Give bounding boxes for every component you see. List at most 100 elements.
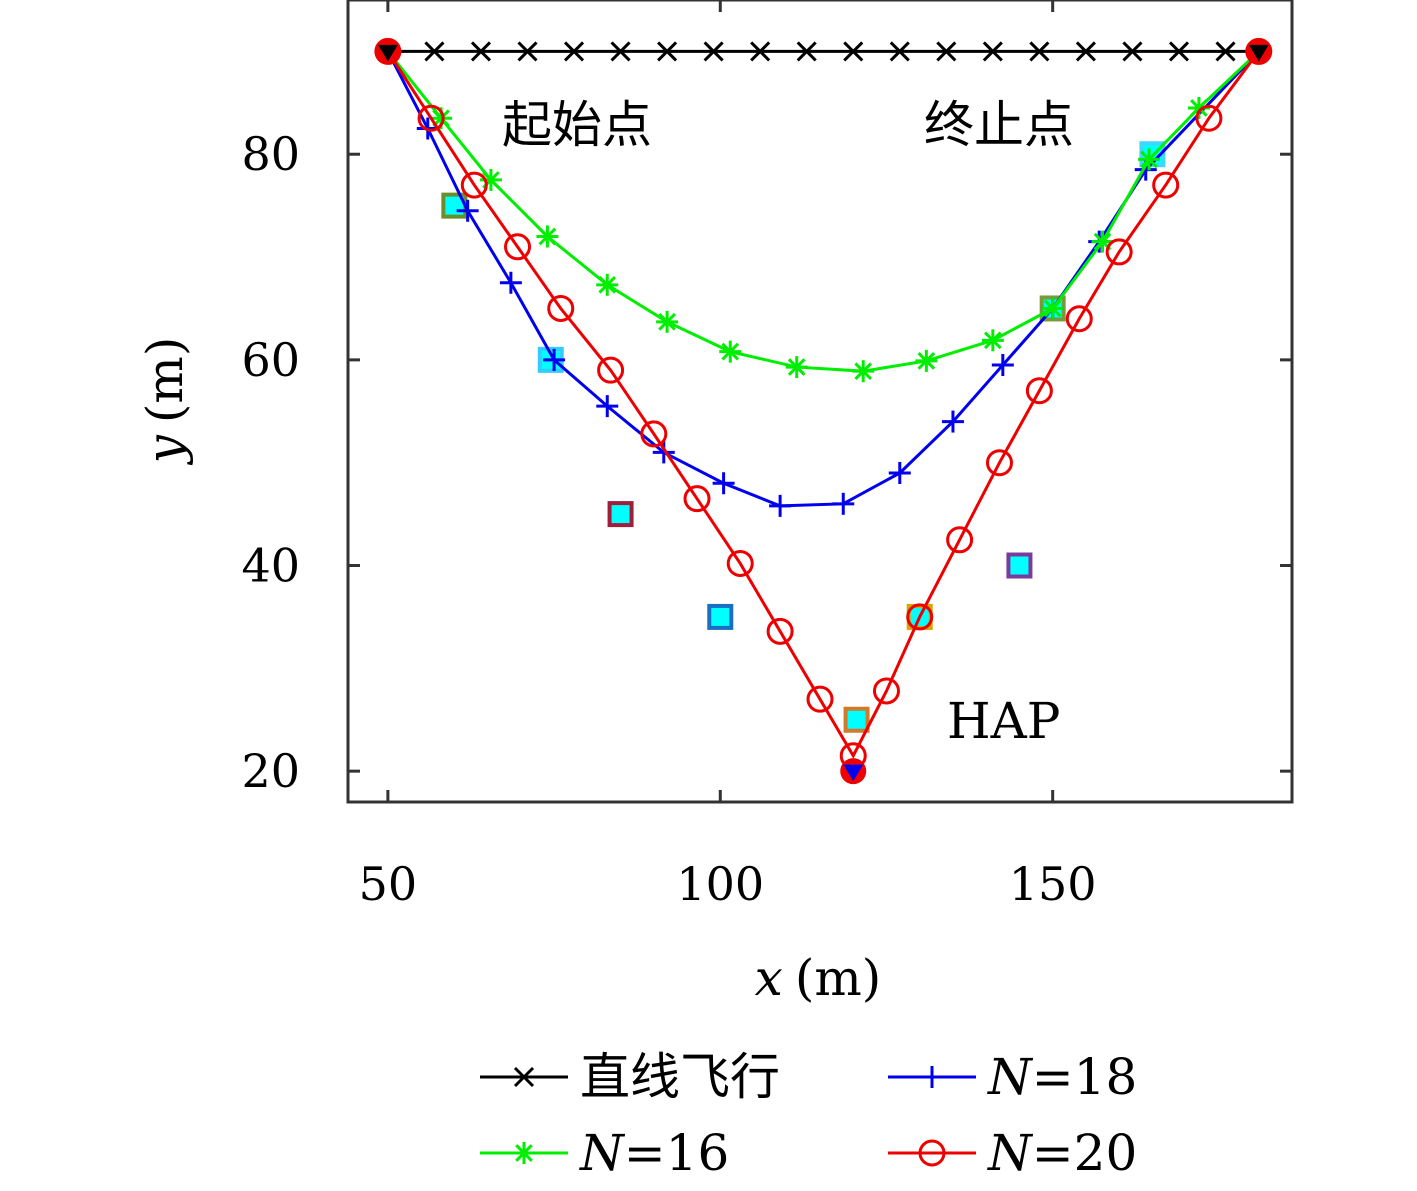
data-point [1138,148,1161,171]
data-point [712,472,735,495]
marker-ring [806,685,834,713]
marker-stroke [1215,41,1236,62]
marker-stroke [1122,41,1143,62]
data-point [852,360,875,383]
marker-stroke [703,41,724,62]
data-point [596,395,619,418]
data-point [543,348,566,371]
data-point [1025,377,1053,405]
data-point [1041,297,1064,320]
data-point [536,225,559,248]
marker-stroke [1029,41,1050,62]
x-tick-label: 50 [359,857,418,911]
data-point [1065,305,1093,333]
data-point [915,349,938,372]
marker-ring [906,603,934,631]
legend-label: 直线飞行 [580,1048,780,1106]
data-point [597,356,625,384]
data-point [479,168,502,191]
data-point [832,492,855,515]
data-point [946,526,974,554]
data-point [470,41,492,62]
marker-ring [640,420,668,448]
ground-node [707,603,734,630]
y-axis-var: y [136,434,194,465]
marker-ring [547,294,575,322]
marker-stroke [843,41,864,62]
data-point [499,271,522,294]
data-point [1029,41,1050,62]
legend-label-var: N [987,1124,1034,1182]
marker-stroke [610,41,631,62]
data-point [1215,41,1236,62]
x-axis-unit: (m) [795,949,881,1007]
data-point [843,41,864,62]
data-point [517,41,538,62]
legend-entry-2: N=16 [480,1124,729,1182]
series-line [386,50,1260,759]
end-point-marker [1248,44,1269,62]
data-point [991,354,1014,377]
marker-ring [872,677,900,705]
x-axis-var: x [755,949,783,1007]
marker-ring [918,1139,946,1167]
marker-stroke [750,41,771,62]
marker-stroke [917,352,936,370]
legend-entry-1: N=18 [888,1048,1137,1106]
x-tick-label: 100 [676,857,764,911]
marker-ring [417,104,445,132]
marker-ring [597,356,625,384]
marker-ring [726,549,754,577]
marker-stroke [424,41,445,62]
y-axis-unit: (m) [136,337,194,423]
y-tick-label: 20 [241,744,300,798]
data-point [1105,238,1133,266]
marker-ring [985,449,1013,477]
data-point [652,441,675,464]
y-axis-title: y (m) [136,337,194,466]
data-point [1152,171,1180,199]
marker-ring [946,526,974,554]
marker-ring [766,617,794,645]
data-point [1168,41,1190,62]
ground-node [607,501,634,528]
marker-stroke [1190,99,1208,117]
data-point [769,494,792,517]
marker-ring [1195,104,1223,132]
ground-node [1006,552,1033,579]
legend-label-var: N [579,1124,626,1182]
marker-stroke [513,1066,535,1088]
legend-entry-0: 直线飞行 [480,1048,780,1106]
marker-ring [1105,238,1133,266]
data-point [657,41,678,62]
marker-stroke [1075,41,1096,62]
data-point [1122,41,1143,62]
marker-stroke [1140,150,1158,169]
data-point [872,677,900,705]
data-point [703,41,724,62]
data-point [889,41,910,62]
data-point [563,41,585,62]
legend-label: N=16 [579,1124,729,1182]
data-point [941,410,964,433]
marker-stroke [721,342,740,361]
marker-stroke [982,41,1003,62]
end-point-label: 终止点 [924,96,1074,154]
plot-frame [346,0,1294,804]
marker-stroke [538,227,557,246]
data-point [456,199,479,222]
data-point [906,603,934,631]
legend-label-text: =16 [624,1124,730,1182]
x-tick-label: 150 [1009,857,1097,911]
legend-marker [513,1142,535,1164]
data-point [936,41,957,62]
marker-stroke [1043,299,1062,318]
data-point [766,617,794,645]
legend-label-text: 直线飞行 [580,1048,780,1106]
legend-marker [918,1139,946,1167]
data-point [1091,230,1114,253]
data-point [504,233,532,261]
marker-stroke [1093,232,1112,251]
data-point [640,420,668,448]
tick-layer: 50 100 150 20 40 60 80 [241,0,1292,911]
